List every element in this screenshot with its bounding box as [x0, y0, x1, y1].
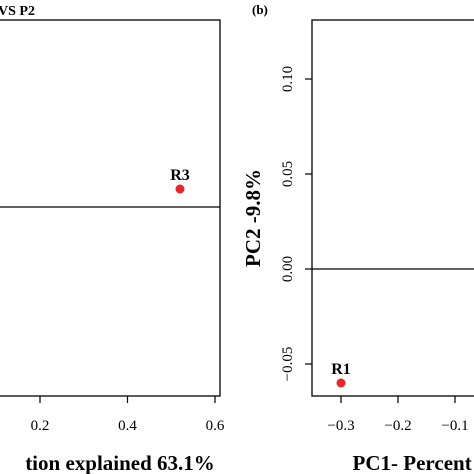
data-point — [175, 184, 185, 194]
plot-frame — [0, 19, 221, 397]
y-axis-label: PC2 -9.8% — [241, 169, 265, 267]
point-label: R1 — [331, 361, 351, 378]
y-tick-label: 0.10 — [280, 66, 296, 92]
x-tick-label: −0.1 — [441, 418, 468, 434]
point-label: R3 — [170, 167, 190, 184]
x-axis-label: tion explained 63.1% — [25, 451, 215, 474]
data-point — [336, 378, 346, 388]
panel-label: (b) — [252, 2, 268, 17]
panel-title: VS P2 — [0, 4, 35, 19]
y-tick-label: 0.00 — [280, 256, 296, 282]
x-tick-label: 0.2 — [31, 418, 50, 434]
x-tick-label: 0.6 — [206, 418, 225, 434]
y-tick-label: −0.05 — [280, 347, 296, 382]
panel-b: −0.3 −0.2 −0.1 −0.05 0.00 0.05 0.10 R1 PC1- Perc… — [241, 2, 474, 474]
panel-a: 0.2 0.4 0.6 R3 tion explained 63.1% VS P2 — [0, 4, 225, 474]
x-axis-label: PC1- Percent v — [353, 451, 474, 474]
x-tick-label: 0.4 — [118, 418, 137, 434]
x-tick-label: −0.2 — [384, 418, 411, 434]
x-tick-label: −0.3 — [327, 418, 354, 434]
plot-frame — [311, 19, 474, 397]
y-tick-label: 0.05 — [280, 161, 296, 187]
